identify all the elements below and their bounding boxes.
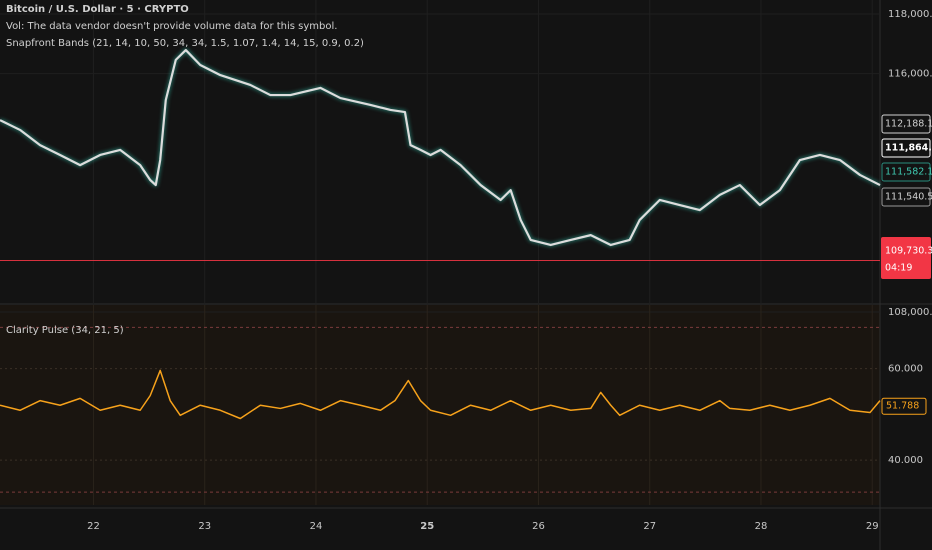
countdown-label: 04:19 [885,263,912,274]
price-badge [881,114,931,134]
indicator-legend: Snapfront Bands (21, 14, 10, 50, 34, 34,… [6,38,364,49]
x-tick-label: 25 [420,521,434,532]
price-badge-label: 111,864.366 [885,143,932,154]
value-badge [881,397,927,415]
price-badge-label: 111,540.541 [885,192,932,203]
y-tick-label: 116,000.00 [888,69,932,80]
oscillator-title: Clarity Pulse (34, 21, 5) [6,325,124,336]
oscillator-pane [0,305,880,505]
y-tick-label: 108,000.00 [888,307,932,318]
last-price-label: 109,730.38 [885,246,932,257]
x-tick-label: 26 [532,521,545,532]
y-tick-label: 118,000.00 [888,9,932,20]
x-tick-label: 24 [310,521,323,532]
price-badge [881,138,931,158]
chart-title: Bitcoin / U.S. Dollar · 5 · CRYPTO [6,4,189,15]
oscillator-line [0,369,881,420]
price-badge [881,162,931,182]
grid [0,0,880,505]
price-badge-label: 111,582.15 [885,167,932,178]
y-tick-label: 40.000 [888,455,923,466]
price-badge [881,187,931,207]
x-tick-label: 22 [87,521,100,532]
last-price-badge [881,237,931,279]
labels: 118,000.00 116,000.00 108,000.00 22 23 24 25 26… [87,9,932,532]
x-tick-label: 23 [198,521,211,532]
price-badge-label: 112,188.191 [885,119,932,130]
x-tick-label: 29 [866,521,879,532]
y-tick-label: 60.000 [888,364,923,375]
value-badge-label: 51.788 [886,401,919,412]
x-tick-label: 27 [643,521,656,532]
marks [0,48,881,420]
volume-note: Vol: The data vendor doesn't provide vol… [6,21,337,32]
x-tick-label: 28 [755,521,768,532]
price-line [0,48,881,247]
